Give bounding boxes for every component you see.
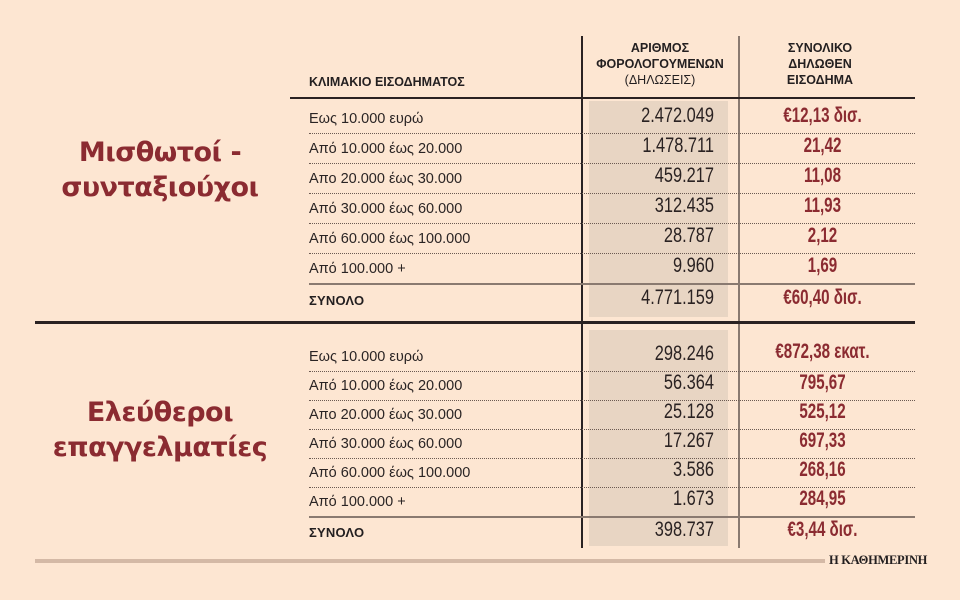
header-count-line1: ΑΡΙΘΜΟΣ: [630, 41, 690, 55]
total-rule: [309, 516, 915, 518]
row-divider: [309, 458, 915, 459]
total-label: ΣΥΝΟΛΟ: [309, 525, 365, 540]
row-count: 2.472.049: [641, 104, 714, 127]
footer-bar: [35, 559, 825, 563]
total-income: €3,44 δισ.: [787, 518, 858, 541]
row-divider: [309, 253, 915, 254]
row-bracket: Από 10.000 έως 20.000: [309, 378, 463, 394]
total-income: €60,40 δισ.: [783, 286, 862, 309]
row-count: 459.217: [654, 164, 714, 187]
row-divider: [309, 400, 915, 401]
count-column-shade-1: [589, 101, 728, 317]
row-income: 2,12: [807, 224, 838, 247]
section-title-employees: Μισθωτοί - συνταξιούχοι: [61, 137, 259, 203]
column-divider-left: [581, 36, 583, 548]
header-bracket: ΚΛΙΜΑΚΙΟ ΕΙΣΟΔΗΜΑΤΟΣ: [309, 75, 465, 89]
row-bracket: Από 30.000 έως 60.000: [309, 436, 463, 452]
row-bracket: Από 60.000 έως 100.000: [309, 231, 471, 247]
header-income-line2: ΔΗΛΩΘΕΝ: [788, 57, 852, 71]
row-income: 268,16: [799, 458, 846, 481]
row-income: €872,38 εκατ.: [775, 340, 870, 363]
count-column-shade-2: [589, 330, 728, 546]
row-count: 56.364: [663, 371, 714, 394]
row-divider: [309, 193, 915, 194]
brand-logo: Η ΚΑΘΗΜΕΡΙΝΗ: [829, 553, 928, 567]
row-income: 11,93: [803, 194, 842, 217]
row-bracket: Από 30.000 έως 60.000: [309, 201, 463, 217]
row-income: 21,42: [803, 134, 842, 157]
row-income: 1,69: [807, 254, 838, 277]
header-count-line2: ΦΟΡΟΛΟΓΟΥΜΕΝΩΝ: [596, 57, 724, 71]
row-count: 1.673: [673, 487, 714, 510]
row-count: 28.787: [663, 224, 714, 247]
column-divider-right: [738, 36, 740, 548]
row-income: 284,95: [799, 487, 846, 510]
header-income: ΣΥΝΟΛΙΚΟ ΔΗΛΩΘΕΝ ΕΙΣΟΔΗΜΑ: [745, 40, 895, 88]
row-bracket: Εως 10.000 ευρώ: [309, 111, 424, 127]
row-divider: [309, 487, 915, 488]
row-income: 697,33: [799, 429, 846, 452]
header-count: ΑΡΙΘΜΟΣ ΦΟΡΟΛΟΓΟΥΜΕΝΩΝ (ΔΗΛΩΣΕΙΣ): [585, 40, 735, 88]
row-bracket: Απο 20.000 έως 30.000: [309, 171, 463, 187]
row-bracket: Από 10.000 έως 20.000: [309, 141, 463, 157]
row-bracket: Εως 10.000 ευρώ: [309, 349, 424, 365]
row-count: 298.246: [654, 342, 714, 365]
row-count: 1.478.711: [642, 134, 714, 157]
row-count: 3.586: [673, 458, 714, 481]
total-count: 398.737: [654, 518, 714, 541]
row-count: 17.267: [663, 429, 714, 452]
row-divider: [309, 371, 915, 372]
section-title-freelancers: Ελεύθεροι επαγγελματίες: [52, 397, 268, 463]
row-bracket: Από 60.000 έως 100.000: [309, 465, 471, 481]
header-rule: [290, 97, 915, 99]
row-income: 525,12: [799, 400, 846, 423]
header-income-line1: ΣΥΝΟΛΙΚΟ: [787, 41, 853, 55]
header-count-line3: (ΔΗΛΩΣΕΙΣ): [624, 73, 696, 87]
row-count: 9.960: [673, 254, 714, 277]
total-rule: [309, 283, 915, 285]
row-divider: [309, 223, 915, 224]
row-divider: [309, 429, 915, 430]
row-bracket: Απο 20.000 έως 30.000: [309, 407, 463, 423]
row-income: 795,67: [799, 371, 846, 394]
row-count: 312.435: [654, 194, 714, 217]
total-label: ΣΥΝΟΛΟ: [309, 293, 365, 308]
section-separator: [35, 321, 915, 324]
row-income: 11,08: [803, 164, 842, 187]
row-income: €12,13 δισ.: [783, 104, 862, 127]
header-income-line3: ΕΙΣΟΔΗΜΑ: [786, 73, 854, 87]
row-count: 25.128: [663, 400, 714, 423]
total-count: 4.771.159: [641, 286, 714, 309]
row-bracket: Από 100.000 +: [309, 261, 406, 277]
row-divider: [309, 163, 915, 164]
row-divider: [309, 133, 915, 134]
row-bracket: Από 100.000 +: [309, 494, 406, 510]
